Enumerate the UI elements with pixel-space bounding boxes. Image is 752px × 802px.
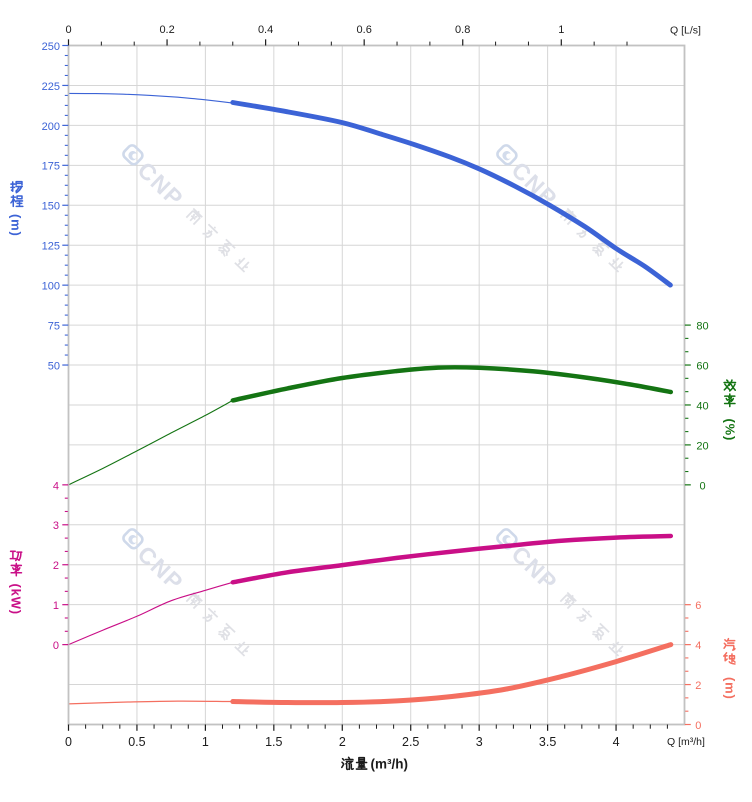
- svg-text:4: 4: [695, 640, 701, 652]
- svg-text:0: 0: [695, 720, 701, 732]
- svg-text:3: 3: [476, 735, 483, 749]
- svg-text:60: 60: [696, 360, 708, 372]
- svg-text:(%): (%): [723, 419, 738, 442]
- svg-text:100: 100: [42, 281, 60, 293]
- svg-text:0.8: 0.8: [455, 24, 470, 36]
- svg-text:1: 1: [202, 735, 209, 749]
- svg-text:2: 2: [695, 680, 701, 692]
- svg-text:2: 2: [53, 560, 59, 572]
- svg-text:80: 80: [696, 321, 708, 333]
- svg-text:75: 75: [48, 321, 60, 333]
- svg-text:20: 20: [696, 440, 708, 452]
- svg-text:0: 0: [65, 24, 71, 36]
- svg-text:0: 0: [53, 640, 59, 652]
- svg-text:125: 125: [42, 241, 60, 253]
- svg-text:4: 4: [613, 735, 620, 749]
- svg-text:0.6: 0.6: [357, 24, 372, 36]
- svg-text:1.5: 1.5: [265, 735, 282, 749]
- svg-text:0.4: 0.4: [258, 24, 273, 36]
- svg-text:150: 150: [42, 201, 60, 213]
- svg-text:0.2: 0.2: [159, 24, 174, 36]
- svg-text:1: 1: [53, 600, 59, 612]
- svg-text:50: 50: [48, 360, 60, 372]
- svg-text:Q [m³/h]: Q [m³/h]: [667, 736, 705, 748]
- svg-text:2: 2: [339, 735, 346, 749]
- svg-text:175: 175: [42, 161, 60, 173]
- svg-text:(m): (m): [723, 677, 738, 700]
- svg-text:3.5: 3.5: [539, 735, 556, 749]
- svg-text:Q [L/s]: Q [L/s]: [670, 25, 701, 37]
- svg-text:2.5: 2.5: [402, 735, 419, 749]
- svg-text:250: 250: [42, 41, 60, 53]
- svg-text:0.5: 0.5: [128, 735, 145, 749]
- svg-text:0: 0: [65, 735, 72, 749]
- svg-text:(kW): (kW): [9, 584, 24, 615]
- svg-text:40: 40: [696, 400, 708, 412]
- svg-text:1: 1: [558, 24, 564, 36]
- svg-text:200: 200: [42, 121, 60, 133]
- svg-text:0: 0: [699, 480, 705, 492]
- svg-text:225: 225: [42, 81, 60, 93]
- svg-text:6: 6: [695, 600, 701, 612]
- svg-text:4: 4: [53, 480, 59, 492]
- svg-text:(m): (m): [9, 214, 24, 237]
- svg-text:(m³/h): (m³/h): [371, 757, 409, 772]
- svg-text:3: 3: [53, 520, 59, 532]
